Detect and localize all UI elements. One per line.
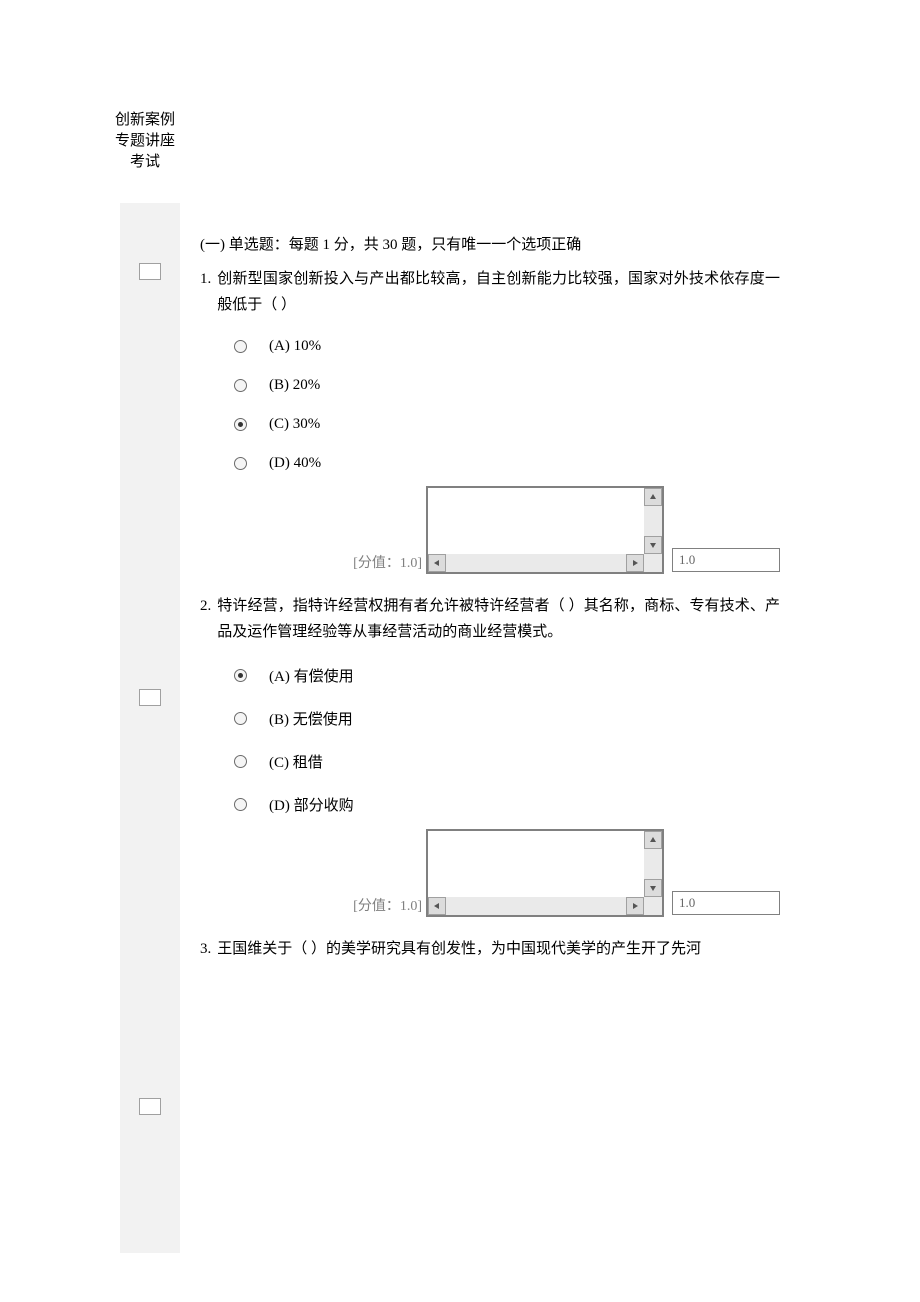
- flag-checkbox[interactable]: [139, 689, 161, 706]
- option-row[interactable]: (A) 10%: [234, 338, 780, 355]
- content-column: (一) 单选题：每题 1 分，共 30 题，只有唯一一个选项正确 1. 创新型国…: [180, 203, 800, 1253]
- radio-icon[interactable]: [234, 798, 247, 811]
- question-stem: 2. 特许经营，指特许经营权拥有者允许被特许经营者（ ）其名称，商标、专有技术、…: [200, 594, 780, 645]
- radio-icon[interactable]: [234, 340, 247, 353]
- question-stem: 3. 王国维关于（ ）的美学研究具有创发性，为中国现代美学的产生开了先河: [200, 937, 780, 963]
- question-text: 特许经营，指特许经营权拥有者允许被特许经营者（ ）其名称，商标、专有技术、产品及…: [217, 594, 780, 645]
- score-area: [分值：1.0]: [200, 486, 780, 574]
- radio-icon[interactable]: [234, 712, 247, 725]
- option-text: (C) 租借: [269, 751, 323, 772]
- score-label: [分值：1.0]: [353, 552, 422, 574]
- flag-checkbox[interactable]: [139, 263, 161, 280]
- flag-checkbox[interactable]: [139, 1098, 161, 1115]
- option-row[interactable]: (A) 有偿使用: [234, 665, 780, 686]
- question-block: 1. 创新型国家创新投入与产出都比较高，自主创新能力比较强，国家对外技术依存度一…: [200, 267, 780, 574]
- radio-icon[interactable]: [234, 669, 247, 682]
- option-text: (A) 有偿使用: [269, 665, 354, 686]
- option-row[interactable]: (C) 租借: [234, 751, 780, 772]
- question-block: 3. 王国维关于（ ）的美学研究具有创发性，为中国现代美学的产生开了先河: [200, 937, 780, 963]
- comment-textarea[interactable]: [426, 486, 664, 574]
- option-text: (D) 部分收购: [269, 794, 354, 815]
- scroll-down-button[interactable]: [644, 536, 662, 554]
- option-row[interactable]: (C) 30%: [234, 416, 780, 433]
- question-text: 王国维关于（ ）的美学研究具有创发性，为中国现代美学的产生开了先河: [217, 937, 701, 963]
- scroll-left-button[interactable]: [428, 554, 446, 572]
- question-number: 1.: [200, 267, 211, 318]
- scrollbar-corner: [644, 554, 662, 572]
- scrollbar-corner: [644, 897, 662, 915]
- question-list: 1. 创新型国家创新投入与产出都比较高，自主创新能力比较强，国家对外技术依存度一…: [200, 267, 780, 963]
- scroll-right-button[interactable]: [626, 897, 644, 915]
- question-stem: 1. 创新型国家创新投入与产出都比较高，自主创新能力比较强，国家对外技术依存度一…: [200, 267, 780, 318]
- flag-rail: [120, 203, 180, 1253]
- scroll-left-button[interactable]: [428, 897, 446, 915]
- option-text: (B) 20%: [269, 377, 320, 394]
- option-text: (D) 40%: [269, 455, 321, 472]
- radio-icon[interactable]: [234, 418, 247, 431]
- option-row[interactable]: (B) 20%: [234, 377, 780, 394]
- scroll-up-button[interactable]: [644, 488, 662, 506]
- radio-icon[interactable]: [234, 755, 247, 768]
- question-text: 创新型国家创新投入与产出都比较高，自主创新能力比较强，国家对外技术依存度一般低于…: [217, 267, 780, 318]
- radio-icon[interactable]: [234, 457, 247, 470]
- option-text: (B) 无偿使用: [269, 708, 353, 729]
- score-area: [分值：1.0]: [200, 829, 780, 917]
- option-text: (C) 30%: [269, 416, 320, 433]
- scroll-right-button[interactable]: [626, 554, 644, 572]
- score-input[interactable]: [672, 548, 780, 572]
- score-label: [分值：1.0]: [353, 895, 422, 917]
- radio-icon[interactable]: [234, 379, 247, 392]
- comment-textarea[interactable]: [426, 829, 664, 917]
- option-text: (A) 10%: [269, 338, 321, 355]
- section-header: (一) 单选题：每题 1 分，共 30 题，只有唯一一个选项正确: [200, 233, 780, 257]
- option-row[interactable]: (D) 部分收购: [234, 794, 780, 815]
- question-number: 3.: [200, 937, 211, 963]
- exam-area: (一) 单选题：每题 1 分，共 30 题，只有唯一一个选项正确 1. 创新型国…: [120, 203, 920, 1253]
- question-block: 2. 特许经营，指特许经营权拥有者允许被特许经营者（ ）其名称，商标、专有技术、…: [200, 594, 780, 917]
- question-number: 2.: [200, 594, 211, 645]
- option-row[interactable]: (B) 无偿使用: [234, 708, 780, 729]
- option-row[interactable]: (D) 40%: [234, 455, 780, 472]
- score-input[interactable]: [672, 891, 780, 915]
- page-title: 创新案例专题讲座考试: [115, 110, 175, 173]
- scroll-up-button[interactable]: [644, 831, 662, 849]
- scroll-down-button[interactable]: [644, 879, 662, 897]
